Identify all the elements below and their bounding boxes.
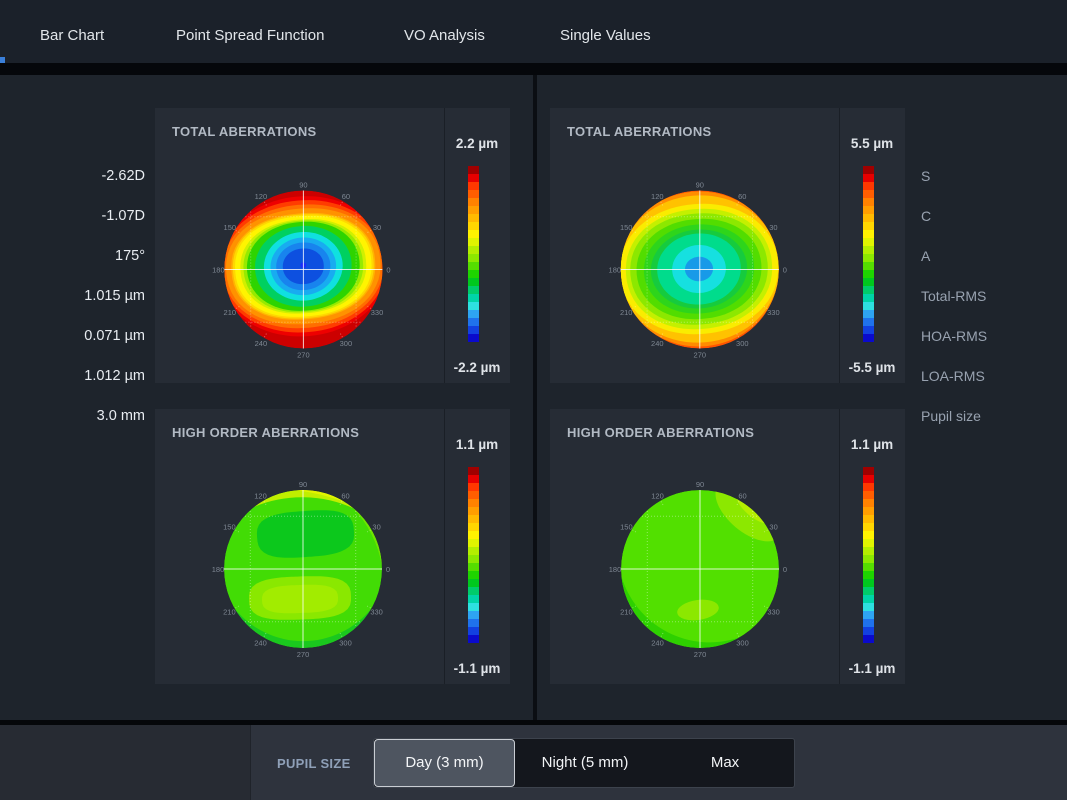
svg-text:120: 120 bbox=[254, 491, 267, 500]
svg-text:120: 120 bbox=[255, 192, 268, 201]
svg-text:330: 330 bbox=[767, 608, 780, 617]
svg-text:120: 120 bbox=[651, 491, 664, 500]
svg-text:90: 90 bbox=[696, 480, 704, 489]
svg-text:0: 0 bbox=[783, 565, 787, 574]
svg-text:180: 180 bbox=[212, 266, 225, 275]
svg-text:240: 240 bbox=[254, 639, 267, 648]
svg-text:60: 60 bbox=[342, 192, 350, 201]
svg-text:150: 150 bbox=[223, 523, 236, 532]
svg-text:0: 0 bbox=[386, 565, 390, 574]
svg-text:270: 270 bbox=[297, 650, 310, 659]
svg-text:90: 90 bbox=[299, 480, 307, 489]
svg-text:270: 270 bbox=[694, 650, 707, 659]
svg-text:60: 60 bbox=[738, 192, 746, 201]
svg-text:90: 90 bbox=[299, 181, 307, 190]
svg-text:150: 150 bbox=[620, 523, 633, 532]
svg-text:330: 330 bbox=[767, 308, 780, 317]
svg-text:120: 120 bbox=[651, 192, 664, 201]
svg-text:270: 270 bbox=[297, 351, 310, 360]
svg-text:300: 300 bbox=[339, 639, 352, 648]
svg-text:0: 0 bbox=[386, 266, 390, 275]
svg-text:150: 150 bbox=[620, 223, 633, 232]
svg-text:300: 300 bbox=[736, 339, 749, 348]
svg-text:180: 180 bbox=[212, 565, 225, 574]
svg-text:300: 300 bbox=[340, 339, 353, 348]
svg-text:30: 30 bbox=[769, 223, 777, 232]
svg-text:210: 210 bbox=[223, 608, 236, 617]
svg-text:180: 180 bbox=[609, 565, 622, 574]
svg-text:330: 330 bbox=[370, 608, 383, 617]
svg-text:210: 210 bbox=[620, 308, 633, 317]
svg-text:0: 0 bbox=[783, 266, 787, 275]
svg-text:30: 30 bbox=[372, 523, 380, 532]
svg-text:300: 300 bbox=[736, 639, 749, 648]
svg-text:60: 60 bbox=[738, 491, 746, 500]
svg-text:240: 240 bbox=[255, 339, 268, 348]
svg-text:210: 210 bbox=[620, 608, 633, 617]
svg-text:90: 90 bbox=[696, 181, 704, 190]
svg-text:60: 60 bbox=[341, 491, 349, 500]
svg-text:330: 330 bbox=[371, 308, 384, 317]
svg-text:30: 30 bbox=[769, 523, 777, 532]
svg-text:210: 210 bbox=[224, 308, 237, 317]
svg-text:180: 180 bbox=[609, 266, 622, 275]
svg-text:150: 150 bbox=[224, 223, 237, 232]
svg-text:270: 270 bbox=[694, 351, 707, 360]
svg-text:30: 30 bbox=[373, 223, 381, 232]
svg-text:240: 240 bbox=[651, 639, 664, 648]
svg-text:240: 240 bbox=[651, 339, 664, 348]
